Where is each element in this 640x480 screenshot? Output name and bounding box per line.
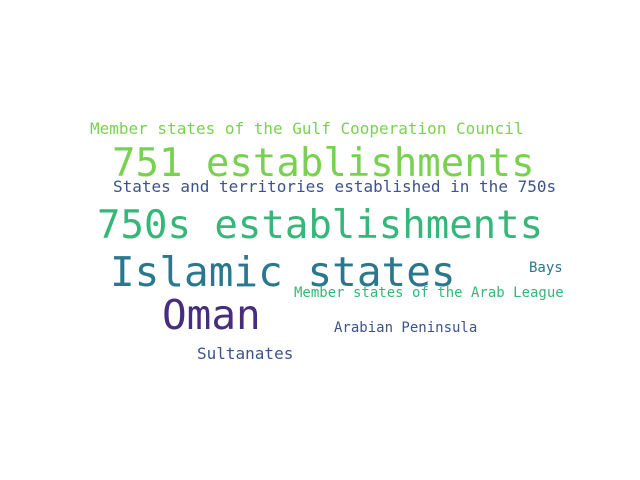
word-oman: Oman [162,291,261,339]
word-arab-league: Member states of the Arab League [294,285,564,301]
word-751-establishments: 751 establishments [112,141,535,186]
word-gulf-cooperation-council: Member states of the Gulf Cooperation Co… [90,119,524,138]
word-states-territories-750s: States and territories established in th… [113,177,557,196]
word-arabian-peninsula: Arabian Peninsula [334,320,478,336]
word-sultanates: Sultanates [197,344,294,363]
word-islamic-states: Islamic states [110,248,456,296]
word-bays: Bays [529,260,563,276]
word-750s-establishments: 750s establishments [97,203,544,248]
